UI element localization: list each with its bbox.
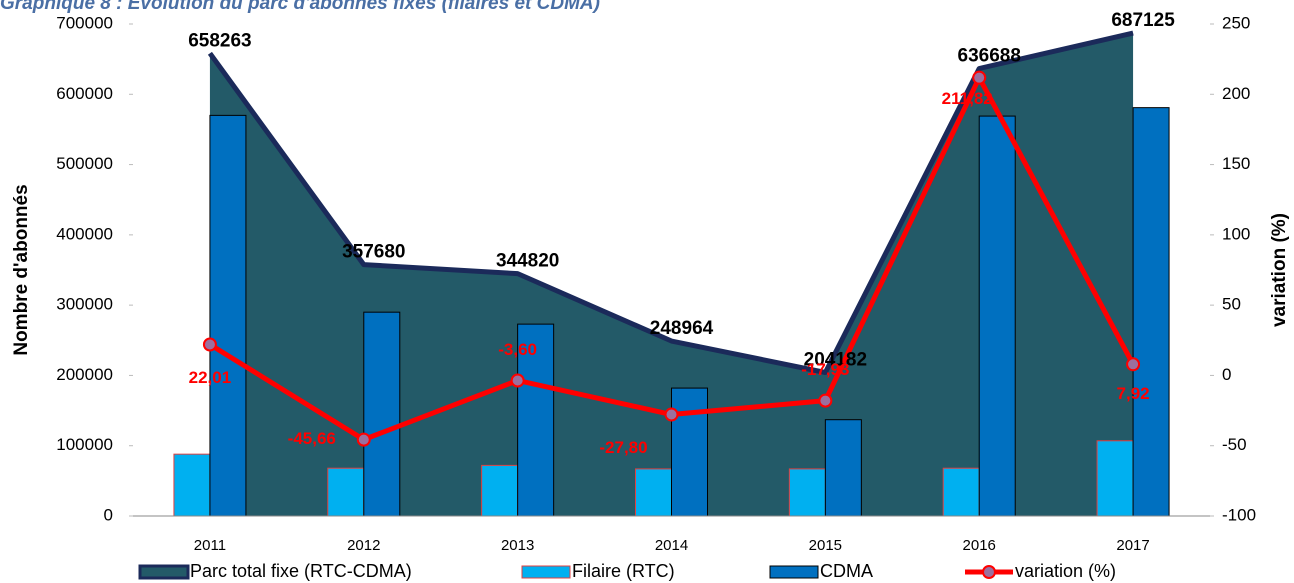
- y-tick-label: 100000: [56, 435, 113, 454]
- bar: [481, 464, 519, 517]
- line-marker: [664, 407, 679, 422]
- legend-label: CDMA: [820, 561, 873, 581]
- data-label: 636688: [958, 46, 1021, 67]
- bar: [1132, 107, 1170, 517]
- bar: [1096, 440, 1134, 517]
- y-tick-label: 0: [104, 505, 113, 524]
- legend-swatch: [982, 565, 996, 579]
- y-axis-title: Nombre d'abonnés: [11, 184, 32, 355]
- bar: [978, 115, 1016, 517]
- data-label: -45,66: [288, 429, 336, 448]
- area-outline: [207, 30, 1134, 375]
- data-label: 248964: [650, 318, 714, 339]
- legend-swatch: [521, 565, 571, 579]
- y2-axis-title: variation (%): [1269, 213, 1290, 327]
- x-tick-label: 2012: [347, 537, 380, 554]
- data-label: -27,80: [599, 438, 647, 457]
- x-tick-label: 2013: [501, 537, 534, 554]
- data-label: 344820: [496, 251, 559, 272]
- y2-tick-label: -50: [1222, 435, 1247, 454]
- line-marker: [202, 337, 217, 352]
- bar: [173, 453, 211, 517]
- y2-tick-label: 150: [1222, 154, 1250, 173]
- y2-tick-label: 50: [1222, 295, 1241, 314]
- x-tick-label: 2011: [194, 537, 226, 554]
- y-tick-label: 400000: [56, 224, 113, 243]
- y-tick-label: 300000: [56, 295, 113, 314]
- chart-title: Graphique 8 : Evolution du parc d'abonné…: [0, 0, 600, 14]
- legend-swatch: [769, 565, 819, 579]
- y2-tick-label: 0: [1222, 365, 1231, 384]
- legend-label: Filaire (RTC): [572, 561, 675, 581]
- data-label: 204182: [804, 350, 867, 371]
- data-label: 7,92: [1117, 384, 1150, 403]
- y-tick-label: 700000: [56, 13, 113, 32]
- y-tick-label: 600000: [56, 84, 113, 103]
- line-marker: [1126, 357, 1141, 372]
- y2-tick-label: 100: [1222, 224, 1250, 243]
- data-label: 211,82: [942, 89, 993, 108]
- line-marker: [972, 70, 987, 85]
- bar: [788, 468, 826, 517]
- data-label: 22,01: [189, 368, 232, 387]
- x-tick-label: 2016: [963, 537, 996, 554]
- data-label: 357680: [342, 242, 405, 263]
- area: [209, 33, 1134, 516]
- bar: [327, 467, 365, 517]
- bar: [209, 114, 247, 517]
- legend-label: Parc total fixe (RTC-CDMA): [190, 561, 412, 581]
- y2-tick-label: 200: [1222, 84, 1250, 103]
- legend-swatch: [138, 564, 190, 580]
- y-tick-label: 500000: [56, 154, 113, 173]
- bar: [824, 419, 862, 517]
- line-marker: [356, 432, 371, 447]
- data-label: -3,60: [498, 340, 537, 359]
- bar: [942, 467, 980, 517]
- legend-label: variation (%): [1015, 561, 1116, 581]
- bar: [635, 468, 672, 517]
- x-tick-label: 2014: [655, 537, 688, 554]
- y2-tick-label: 250: [1222, 13, 1250, 32]
- data-label: 687125: [1111, 10, 1175, 31]
- y-tick-label: 200000: [56, 365, 113, 384]
- line-marker: [818, 393, 833, 408]
- y2-tick-label: -100: [1222, 505, 1256, 524]
- x-tick-label: 2017: [1116, 537, 1149, 554]
- data-label: 658263: [188, 30, 251, 51]
- line-marker: [510, 373, 525, 388]
- bar: [671, 387, 708, 517]
- data-label: -17,93: [801, 360, 849, 379]
- x-tick-label: 2015: [809, 537, 842, 554]
- bar: [363, 311, 401, 517]
